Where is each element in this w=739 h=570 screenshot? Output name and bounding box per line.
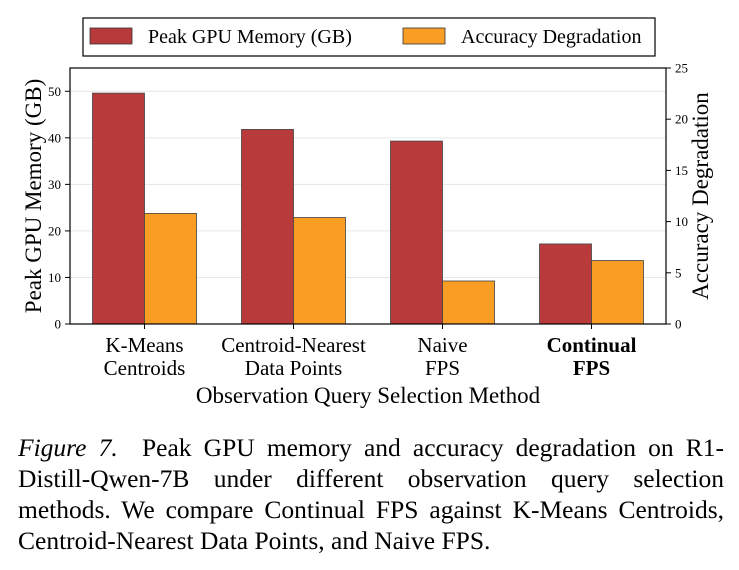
y-right-tick-label: 5 [675,265,682,280]
x-axis-label: Observation Query Selection Method [196,383,541,408]
y-right-tick-label: 25 [675,61,688,76]
bar-accuracy-0 [144,213,197,325]
y-left-tick-label: 50 [48,84,61,99]
y-left-tick-label: 40 [48,130,61,145]
y-right-tick-label: 20 [675,112,688,127]
x-tick-label: K-Means [105,333,183,357]
y-left-tick-label: 30 [48,177,61,192]
y-right-tick-label: 0 [675,317,682,332]
right-axis-ticks: 0 5 10 15 20 25 [666,61,688,332]
caption-text: Peak GPU memory and accuracy degradation… [18,433,724,555]
left-axis-ticks: 0 10 20 30 40 50 [48,84,70,332]
y-left-tick-label: 20 [48,223,61,238]
plot-frame [69,67,667,325]
legend-label-memory: Peak GPU Memory (GB) [148,26,352,48]
bar-memory-2 [390,140,443,325]
y-axis-right-label: Accuracy Degradation [688,92,713,300]
x-tick-label: Naive [417,333,467,357]
legend-swatch-accuracy [402,27,446,45]
x-tick-label: Centroids [104,356,186,380]
y-right-tick-label: 15 [675,163,688,178]
x-tick-label: FPS [425,356,460,380]
bar-memory-0 [92,92,145,325]
figure-caption: Figure 7. Peak GPU memory and accuracy d… [18,432,724,556]
bar-accuracy-2 [442,280,495,325]
x-tick-label: Centroid-Nearest [221,333,366,357]
bar-accuracy-1 [293,217,346,325]
y-right-tick-label: 10 [675,214,688,229]
y-left-tick-label: 10 [48,270,61,285]
legend-label-accuracy: Accuracy Degradation [461,26,641,48]
legend: Peak GPU Memory (GB) Accuracy Degradatio… [82,17,656,57]
figure-label: Figure 7. [18,433,118,462]
bar-memory-1 [241,129,294,325]
x-tick-label: Data Points [245,356,342,380]
y-left-tick-label: 0 [55,317,62,332]
x-tick-label: Continual [547,333,637,357]
bar-accuracy-3 [591,260,644,325]
x-tick-label: FPS [573,356,610,380]
bar-memory-3 [539,243,592,325]
legend-swatch-memory [89,27,133,45]
bars [92,92,644,325]
legend-frame [82,17,656,57]
y-axis-left-label: Peak GPU Memory (GB) [21,79,46,313]
